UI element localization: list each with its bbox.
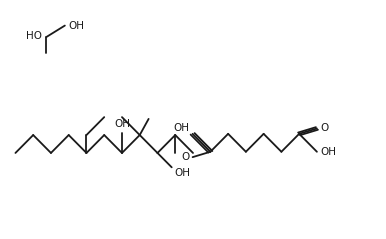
Text: OH: OH [114,119,130,129]
Text: HO: HO [27,31,42,41]
Text: OH: OH [174,123,190,133]
Text: OH: OH [320,147,336,157]
Text: O: O [181,152,190,162]
Text: OH: OH [175,168,191,179]
Text: OH: OH [69,21,85,31]
Text: O: O [320,124,328,133]
